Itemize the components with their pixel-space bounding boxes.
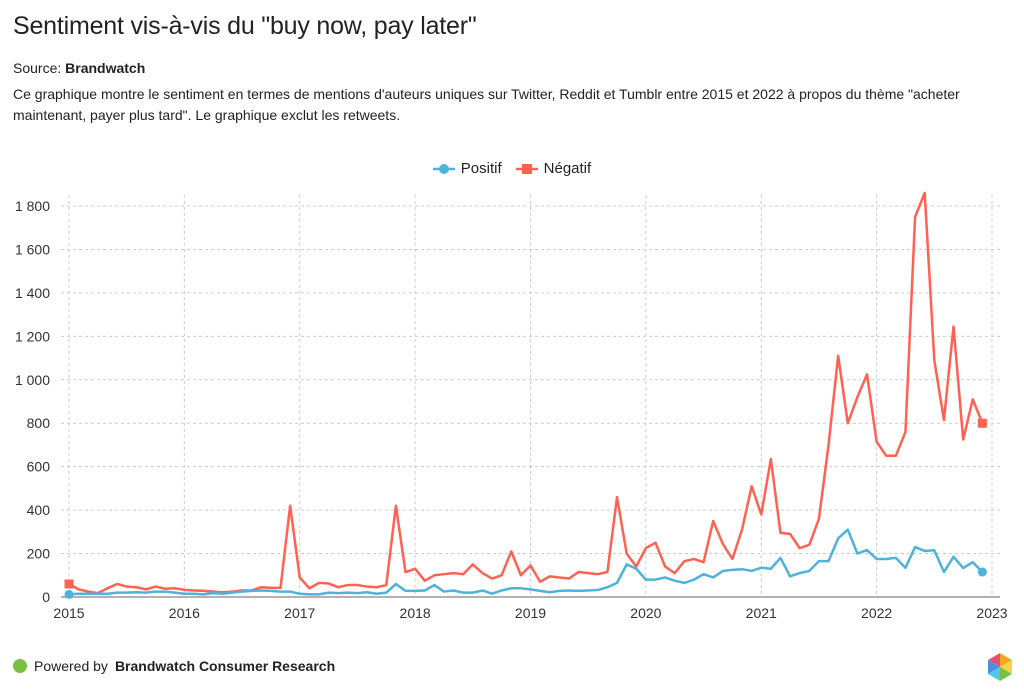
brandwatch-dot-icon [13, 659, 27, 673]
y-tick-label: 200 [27, 546, 51, 562]
footer-prefix: Powered by [34, 658, 108, 674]
line-chart: 0 200 400 600 800 1 000 1 200 1 400 1 600 1 800 20… [15, 191, 1008, 621]
data-point-marker [977, 567, 987, 577]
x-tick-label: 2023 [976, 605, 1007, 621]
x-tick-label: 2016 [169, 605, 200, 621]
y-tick-label: 1 400 [15, 285, 50, 301]
y-tick-label: 1 800 [15, 198, 50, 214]
x-tick-label: 2017 [284, 605, 315, 621]
legend-label: Négatif [543, 160, 592, 177]
series-line-positif [68, 528, 984, 596]
series-line-négatif [68, 191, 984, 595]
source-line: Source: Brandwatch [13, 60, 145, 76]
chart-description: Ce graphique montre le sentiment en term… [13, 86, 960, 123]
y-tick-label: 600 [27, 459, 51, 475]
y-tick-label: 0 [42, 589, 50, 605]
source-label: Source: [13, 60, 62, 76]
x-tick-label: 2022 [861, 605, 892, 621]
page-title: Sentiment vis-à-vis du "buy now, pay lat… [13, 12, 477, 40]
legend-label: Positif [460, 160, 502, 177]
legend-square-icon [515, 163, 538, 174]
y-tick-label: 1 600 [15, 241, 50, 257]
legend: Positif Négatif [0, 160, 1024, 177]
y-tick-label: 1 000 [15, 372, 50, 388]
brandwatch-logo-icon [988, 653, 1012, 681]
legend-item-negatif[interactable]: Négatif [515, 160, 592, 177]
footer: Powered by Brandwatch Consumer Research [13, 658, 335, 674]
x-tick-label: 2020 [630, 605, 661, 621]
y-tick-label: 400 [27, 502, 51, 518]
source-name: Brandwatch [65, 60, 146, 76]
data-point-marker [64, 589, 74, 599]
y-tick-label: 1 200 [15, 328, 50, 344]
x-tick-label: 2018 [400, 605, 431, 621]
legend-item-positif[interactable]: Positif [432, 160, 502, 177]
x-tick-label: 2021 [746, 605, 777, 621]
data-point-marker [977, 418, 987, 428]
data-point-marker [64, 579, 74, 589]
x-tick-label: 2015 [53, 605, 84, 621]
footer-brand: Brandwatch Consumer Research [114, 658, 336, 674]
x-tick-label: 2019 [515, 605, 546, 621]
legend-circle-icon [432, 163, 455, 174]
y-tick-label: 800 [27, 415, 51, 431]
